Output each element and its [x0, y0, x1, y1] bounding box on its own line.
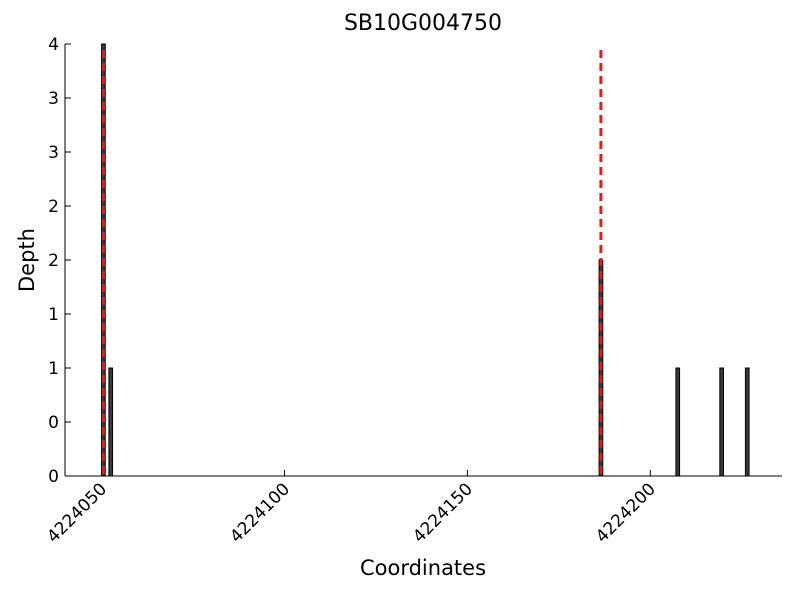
- x-axis-label: Coordinates: [360, 556, 486, 580]
- y-tick-label: 1: [48, 305, 59, 325]
- x-tick-label: 4224100: [226, 479, 294, 547]
- y-tick-label: 1: [48, 359, 59, 379]
- y-tick-label: 2: [48, 197, 59, 217]
- x-tick-label: 4224150: [409, 479, 477, 547]
- y-tick-label: 3: [48, 143, 59, 163]
- y-axis-label: Depth: [15, 228, 39, 292]
- bar: [719, 367, 724, 477]
- bar: [108, 367, 114, 477]
- bar: [675, 367, 681, 477]
- y-tick-label: 0: [48, 467, 59, 487]
- y-tick-label: 4: [48, 35, 59, 55]
- y-tick-label: 3: [48, 89, 59, 109]
- x-tick-label: 4224200: [592, 479, 660, 547]
- bar: [744, 367, 750, 477]
- y-tick-label: 2: [48, 251, 59, 271]
- y-tick-label: 0: [48, 413, 59, 433]
- x-tick-label: 4224050: [43, 479, 111, 547]
- chart-title: SB10G004750: [344, 11, 502, 36]
